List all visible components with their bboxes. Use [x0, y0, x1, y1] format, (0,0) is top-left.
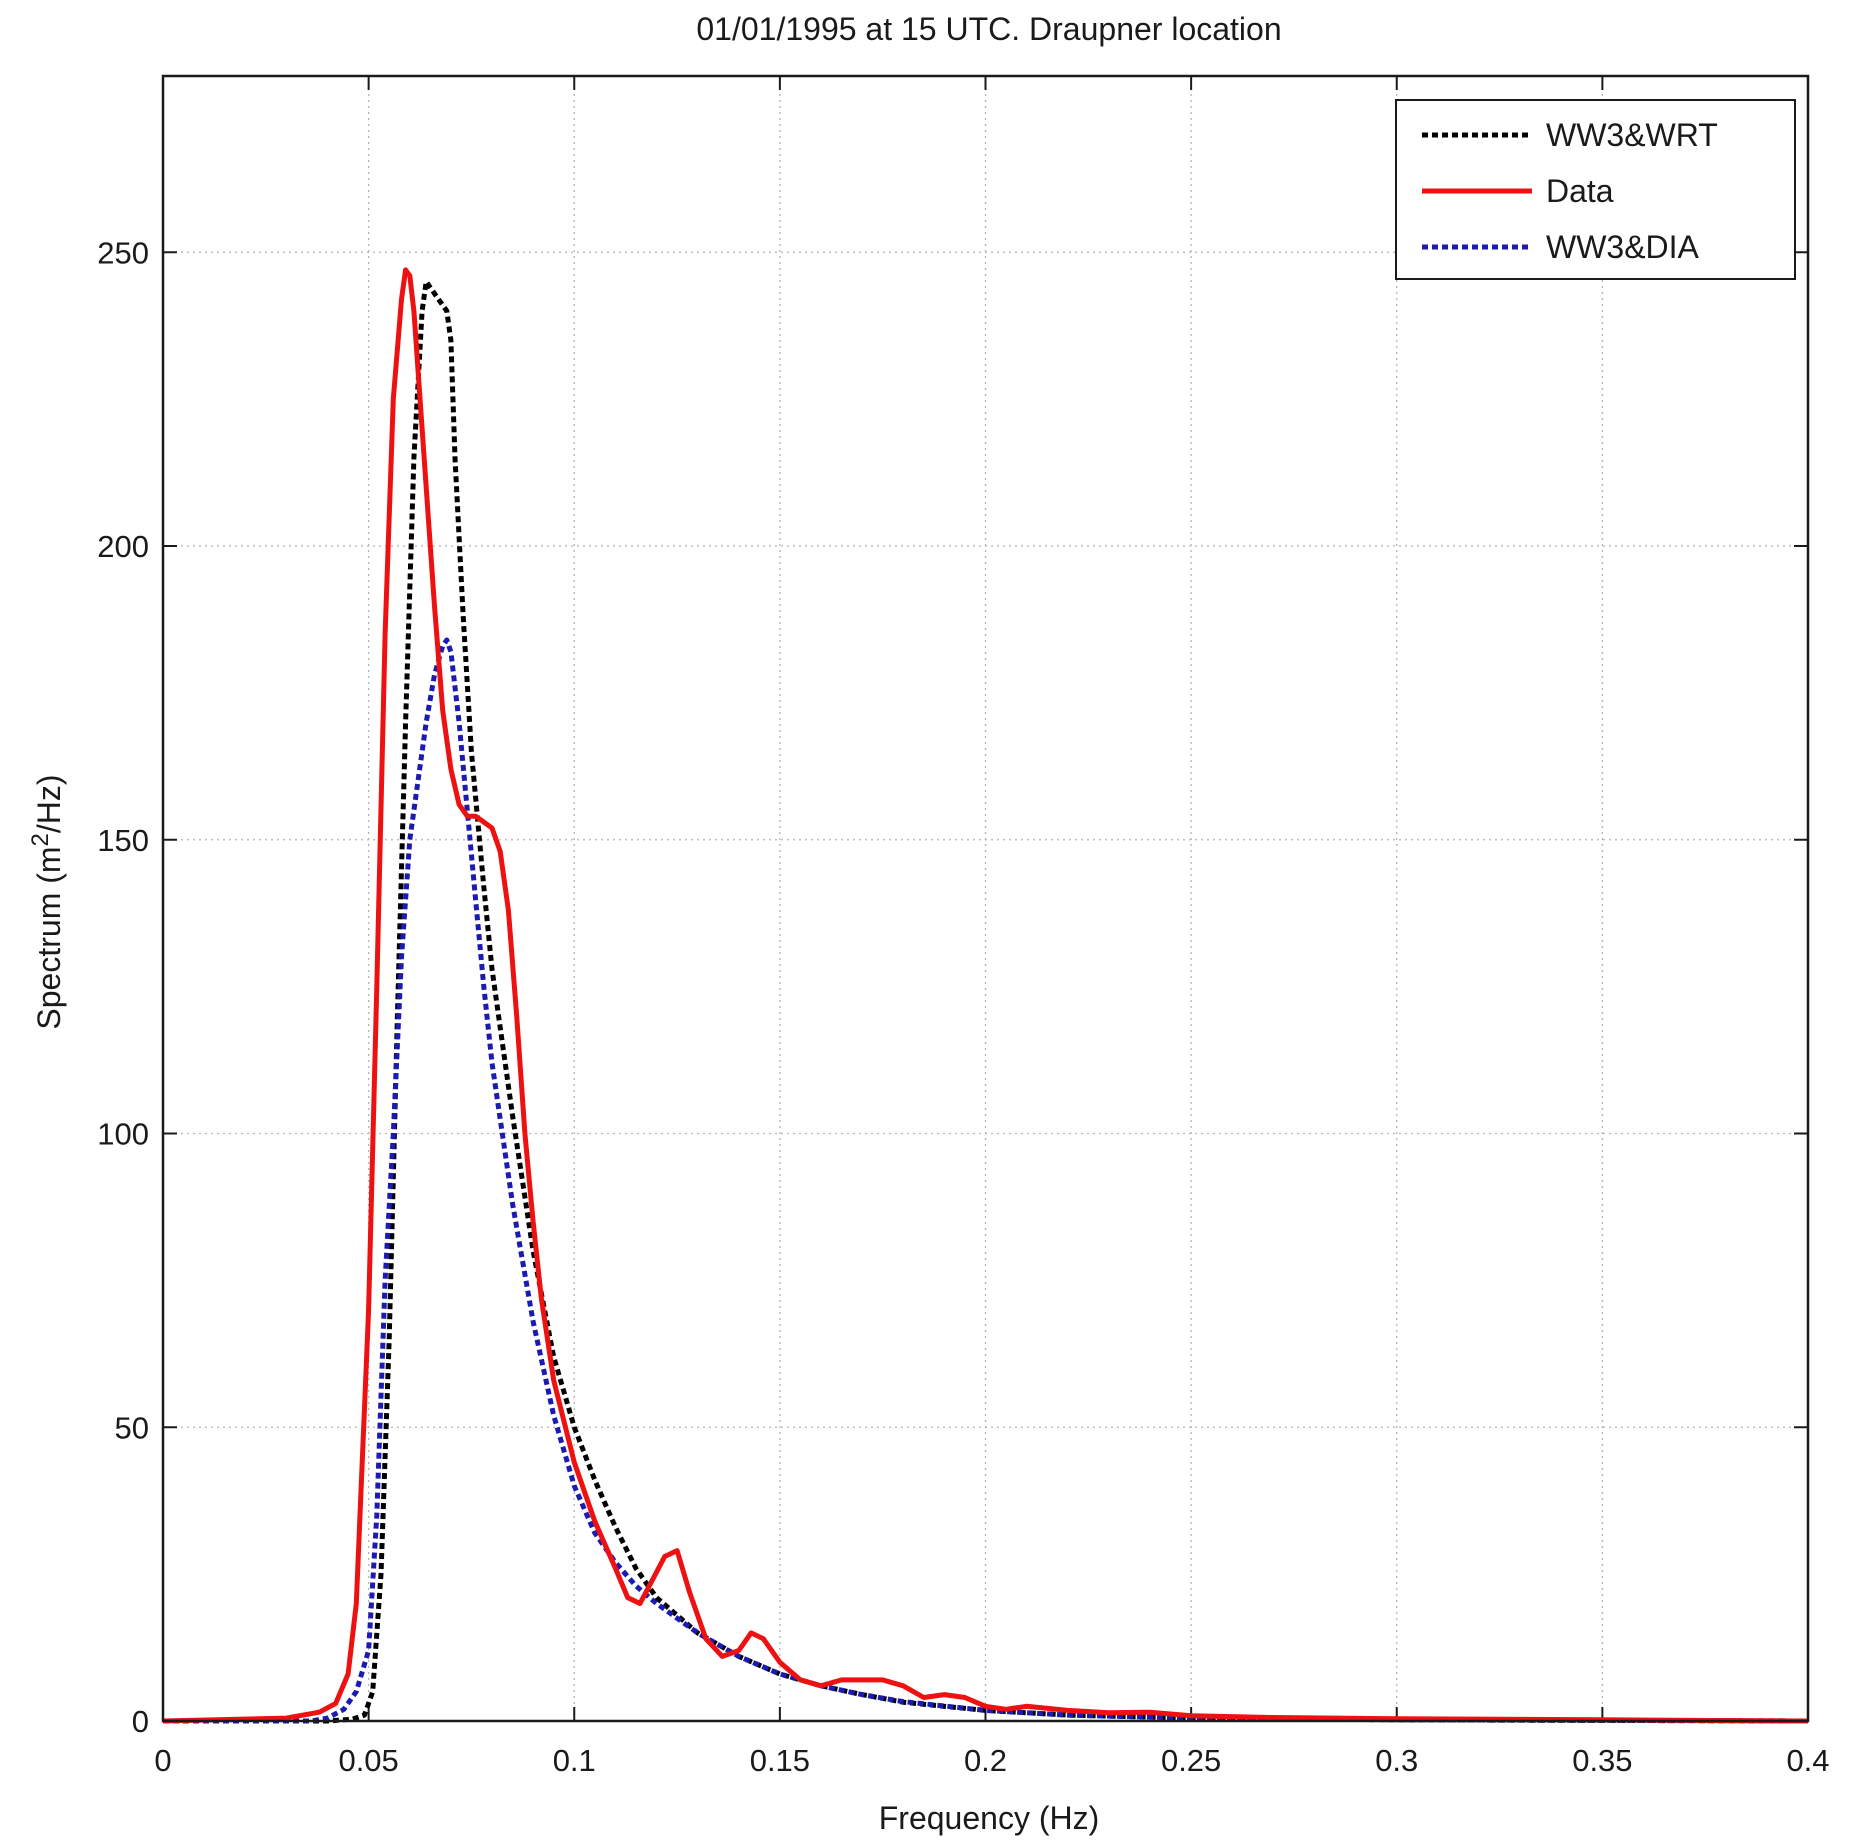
y-axis-label-prefix: Spectrum (m [31, 846, 67, 1029]
x-tick-labels: 0 0.05 0.1 0.15 0.2 0.25 0.3 0.35 0.4 [154, 1743, 1829, 1778]
x-tick-label: 0.15 [750, 1743, 810, 1778]
y-tick-label: 50 [115, 1410, 149, 1445]
plot-lines [162, 267, 1809, 1724]
y-tick-label: 250 [97, 235, 149, 270]
y-tick-label: 100 [97, 1117, 149, 1152]
legend-label: Data [1546, 173, 1614, 209]
legend: WW3&WRT Data WW3&DIA [1395, 99, 1796, 280]
x-tick-label: 0.3 [1375, 1743, 1418, 1778]
x-tick-label: 0.4 [1786, 1743, 1829, 1778]
legend-label: WW3&DIA [1546, 229, 1700, 265]
y-tick-label: 0 [132, 1704, 149, 1739]
x-tick-label: 0.1 [553, 1743, 596, 1778]
x-tick-label: 0.05 [338, 1743, 398, 1778]
x-tick-label: 0 [154, 1743, 171, 1778]
y-axis-label-sup: 2 [27, 833, 54, 846]
y-tick-label: 200 [97, 529, 149, 564]
y-tick-labels: 0 50 100 150 200 250 [97, 235, 149, 1739]
chart-title: 01/01/1995 at 15 UTC. Draupner location [696, 11, 1281, 47]
y-tick-label: 150 [97, 823, 149, 858]
plot-frame [161, 74, 1810, 1723]
y-axis-label: Spectrum (m2/Hz) [27, 774, 67, 1029]
series-line-ww3-dia [163, 637, 1809, 1724]
x-axis-label: Frequency (Hz) [879, 1800, 1100, 1836]
legend-label: WW3&WRT [1546, 117, 1718, 153]
x-tick-label: 0.25 [1161, 1743, 1221, 1778]
x-tick-label: 0.2 [964, 1743, 1007, 1778]
series-line-data [162, 267, 1809, 1724]
y-axis-label-suffix: /Hz) [31, 774, 67, 833]
grid-lines [163, 76, 1808, 1721]
x-tick-label: 0.35 [1572, 1743, 1632, 1778]
